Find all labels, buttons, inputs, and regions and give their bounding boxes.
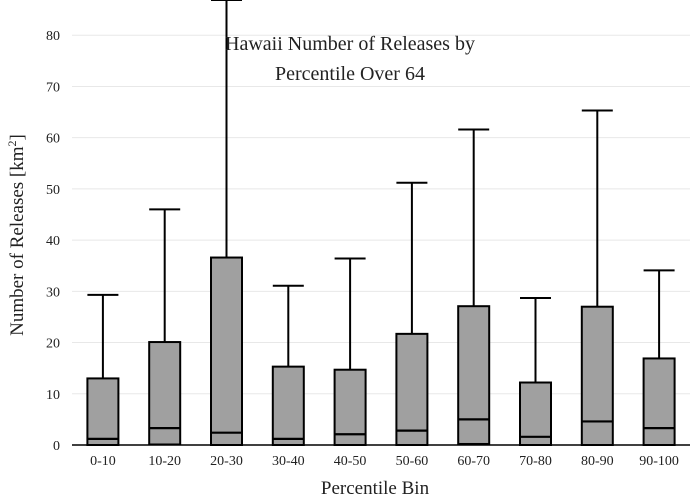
box-90-100 bbox=[642, 269, 676, 446]
box-40-50 bbox=[333, 257, 367, 446]
box-0-10 bbox=[86, 293, 120, 447]
box-iqr bbox=[333, 368, 367, 446]
y-axis-ticks: 0 10 20 30 40 50 60 70 80 bbox=[46, 29, 60, 454]
plot-area bbox=[86, 0, 676, 447]
x-tick-label: 40-50 bbox=[334, 454, 367, 469]
y-tick-label: 70 bbox=[46, 80, 60, 95]
box-iqr bbox=[457, 305, 491, 445]
x-tick-label: 10-20 bbox=[148, 454, 181, 469]
box-iqr bbox=[580, 305, 614, 446]
box-70-80 bbox=[519, 297, 552, 447]
y-tick-label: 80 bbox=[46, 29, 60, 44]
box-10-20 bbox=[148, 208, 182, 446]
box-30-40 bbox=[271, 284, 305, 447]
box-iqr bbox=[395, 332, 429, 447]
y-tick-label: 50 bbox=[46, 183, 60, 198]
box-iqr bbox=[210, 256, 243, 446]
box-50-60 bbox=[395, 181, 429, 447]
x-tick-label: 0-10 bbox=[90, 454, 116, 469]
x-axis-title: Percentile Bin bbox=[321, 478, 430, 499]
y-axis-title-end: ] bbox=[7, 134, 28, 140]
x-tick-label: 80-90 bbox=[581, 454, 614, 469]
x-tick-label: 60-70 bbox=[457, 454, 490, 469]
y-tick-label: 10 bbox=[46, 388, 60, 403]
box-20-30 bbox=[210, 0, 243, 446]
y-tick-label: 40 bbox=[46, 234, 60, 249]
box-iqr bbox=[642, 357, 676, 446]
chart-title-line-2: Percentile Over 64 bbox=[275, 63, 425, 85]
y-axis-title-superscript: 2 bbox=[5, 140, 19, 146]
y-axis-title-main: Number of Releases [km bbox=[7, 146, 28, 336]
y-tick-label: 60 bbox=[46, 132, 60, 147]
y-tick-label: 0 bbox=[53, 439, 60, 454]
box-iqr bbox=[519, 381, 552, 447]
box-iqr bbox=[86, 377, 120, 447]
x-tick-label: 70-80 bbox=[519, 454, 552, 469]
box-60-70 bbox=[457, 128, 491, 445]
y-tick-label: 20 bbox=[46, 337, 60, 352]
y-axis-title: Number of Releases [km2] bbox=[5, 134, 28, 336]
x-axis-ticks: 0-10 10-20 20-30 30-40 40-50 50-60 60-70 70-80 8… bbox=[90, 454, 679, 469]
y-tick-label: 30 bbox=[46, 285, 60, 300]
x-tick-label: 20-30 bbox=[210, 454, 243, 469]
x-tick-label: 90-100 bbox=[639, 454, 679, 469]
chart-title-line-1: Hawaii Number of Releases by bbox=[225, 33, 475, 55]
x-tick-label: 30-40 bbox=[272, 454, 305, 469]
box-80-90 bbox=[580, 109, 614, 446]
x-tick-label: 50-60 bbox=[396, 454, 429, 469]
box-iqr bbox=[271, 365, 305, 447]
